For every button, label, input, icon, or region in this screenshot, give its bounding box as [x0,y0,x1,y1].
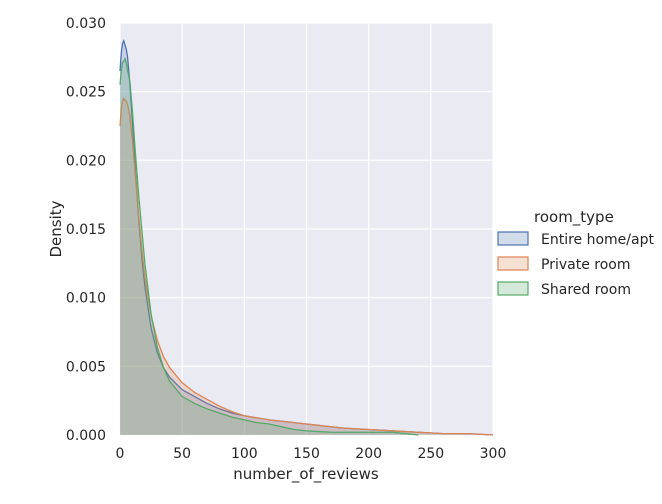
x-tick-label: 50 [173,446,191,462]
y-tick-label: 0.015 [66,222,106,238]
y-tick-label: 0.000 [66,428,106,444]
x-tick-label: 250 [417,446,444,462]
area-shared-room [120,58,419,436]
x-axis-ticks: 0 50 100 150 200 250 300 [116,446,507,462]
y-tick-label: 0.010 [66,291,106,307]
legend-swatch-shared-room [497,281,529,296]
y-tick-label: 0.005 [66,359,106,375]
line-private-room [119,97,494,436]
legend-title: room_type [534,208,614,227]
grid [119,22,494,436]
y-tick-label: 0.025 [66,85,106,101]
legend-swatch-private-room [497,256,529,271]
area-private-room [120,98,493,435]
legend-label-private-room: Private room [541,257,630,273]
y-tick-label: 0.030 [66,16,106,32]
legend-label-shared-room: Shared room [541,282,631,298]
x-tick-label: 200 [355,446,382,462]
x-tick-label: 0 [116,446,125,462]
legend-label-entire-home-apt: Entire home/apt [541,232,654,248]
area-entire-home-apt [120,40,493,435]
x-tick-label: 300 [480,446,507,462]
legend-items: Entire home/apt Private room Shared room [497,231,654,298]
series-layer [119,38,494,436]
y-axis-label: Density [47,200,65,257]
legend-swatch-entire-home-apt [497,231,529,246]
x-axis-label: number_of_reviews [233,465,379,484]
line-shared-room [119,56,419,436]
legend: room_type Entire home/apt Private room Sha… [497,208,654,298]
y-axis-ticks: 0.000 0.005 0.010 0.015 0.020 0.025 0.030 [66,16,106,444]
y-tick-label: 0.020 [66,153,106,169]
x-tick-label: 100 [231,446,258,462]
x-tick-label: 150 [293,446,320,462]
